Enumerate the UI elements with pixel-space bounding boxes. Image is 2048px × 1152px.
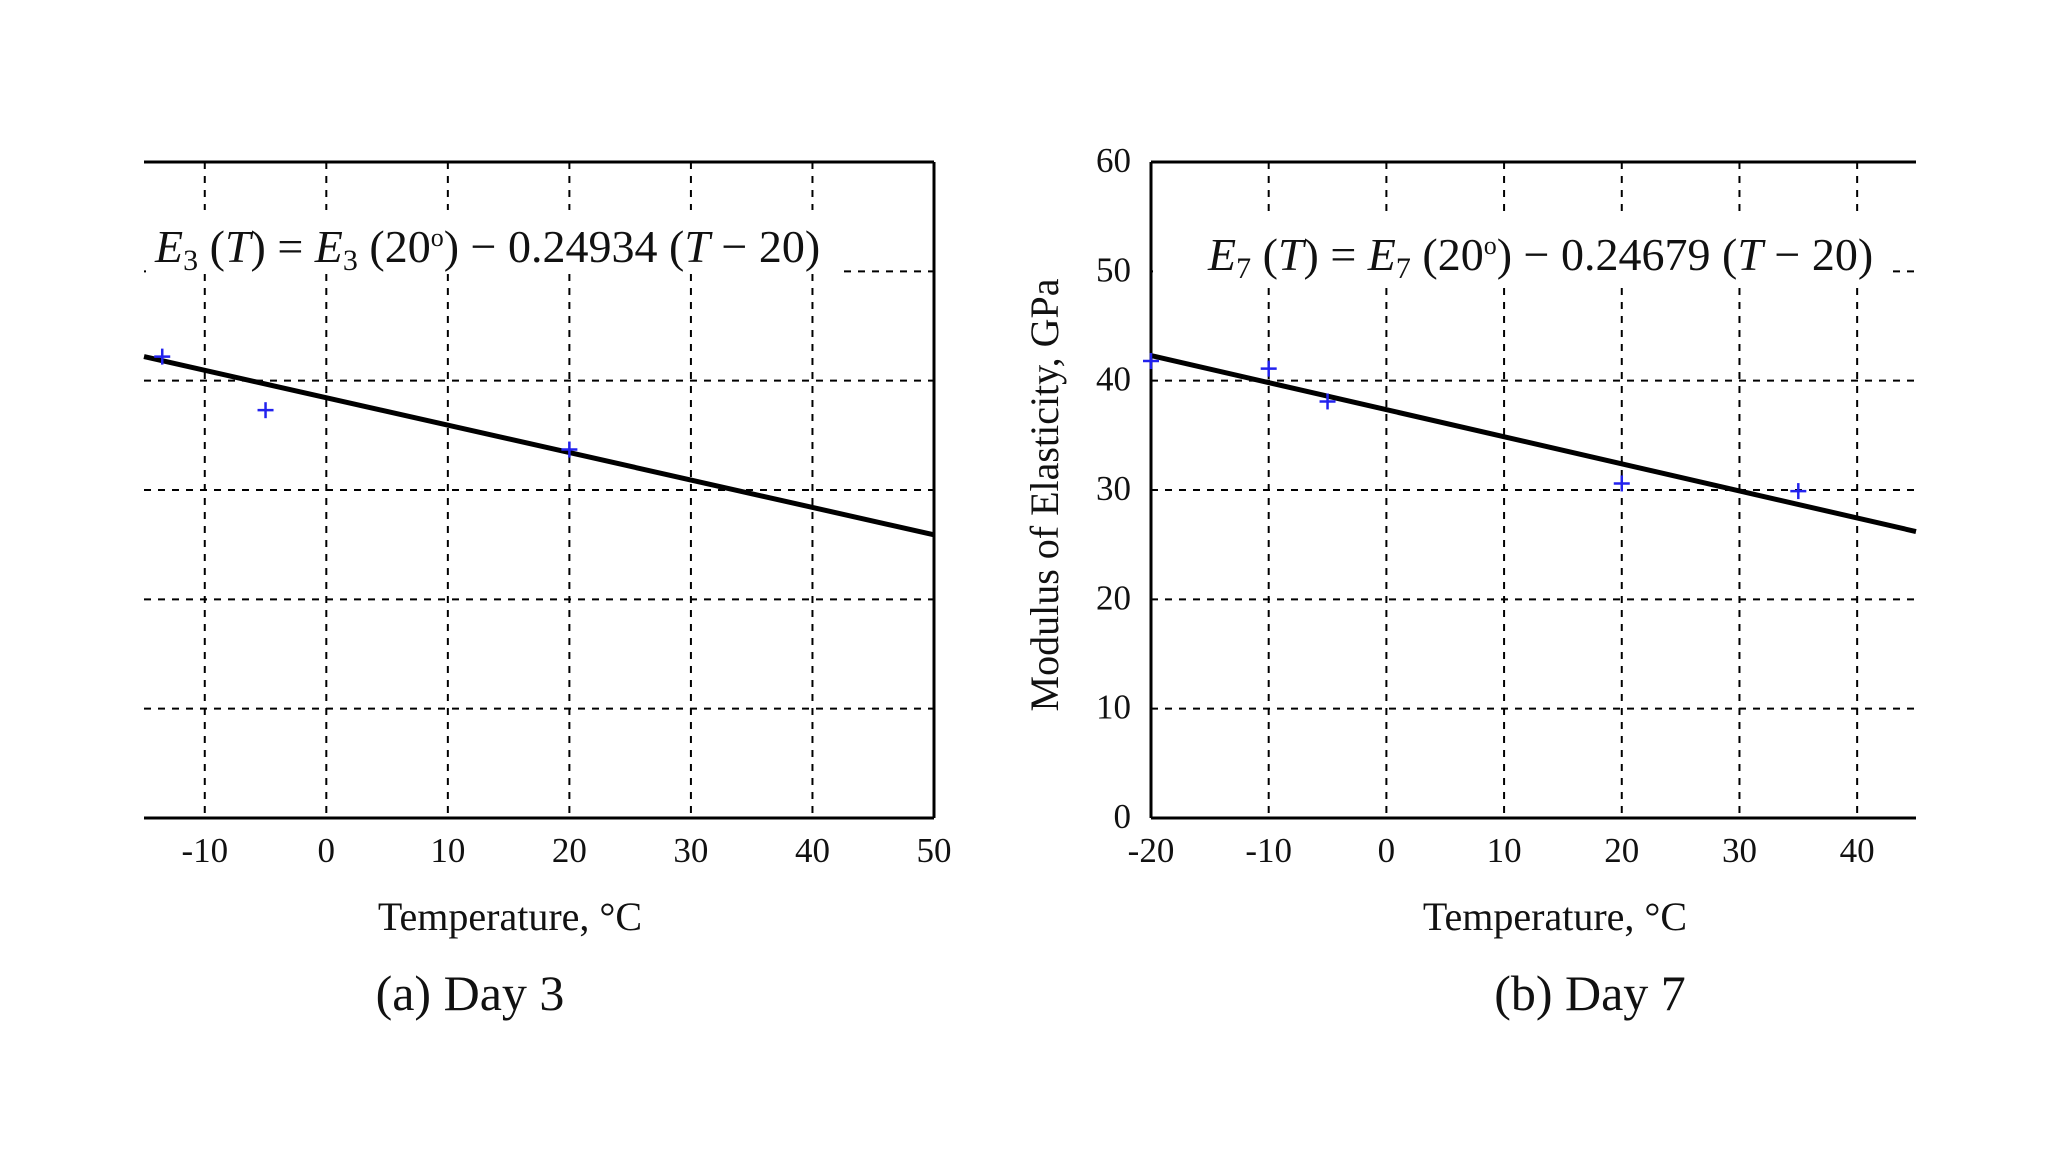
regression-equation: E7 (T) = E7 (20o) − 0.24679 (T − 20) [1207, 229, 1873, 285]
y-tick-label: 0 [1114, 797, 1132, 836]
x-tick-label: 30 [673, 831, 708, 870]
y-axis-label: Modulus of Elasticity, GPa [1022, 278, 1067, 711]
x-tick-label: 0 [318, 831, 336, 870]
data-point [257, 402, 274, 419]
x-tick-label: 20 [1604, 831, 1639, 870]
data-point [1613, 475, 1630, 492]
x-tick-label: 30 [1722, 831, 1757, 870]
data-point [561, 441, 578, 458]
data-point [1260, 360, 1277, 377]
equation-background [146, 210, 840, 274]
x-tick-label: -10 [1245, 831, 1292, 870]
y-tick-label: 40 [1096, 360, 1131, 399]
x-tick-label: 40 [795, 831, 830, 870]
y-tick-label: 10 [1096, 688, 1131, 727]
data-point [1143, 352, 1159, 369]
x-tick-label: 10 [1487, 831, 1522, 870]
fit-line [1150, 353, 1917, 534]
x-tick-label: 50 [917, 831, 952, 870]
fit-line [143, 354, 935, 538]
panel-caption: (b) Day 7 [1494, 965, 1686, 1021]
x-tick-label: -10 [181, 831, 228, 870]
data-point [154, 348, 171, 365]
x-axis-label: Temperature, °C [378, 894, 642, 939]
x-tick-label: 20 [552, 831, 587, 870]
panel-caption: (a) Day 3 [376, 965, 565, 1021]
y-tick-label: 60 [1096, 141, 1131, 180]
x-tick-label: 10 [430, 831, 465, 870]
y-tick-label: 50 [1096, 250, 1131, 289]
regression-equation: E3 (T) = E3 (20o) − 0.24934 (T − 20) [154, 221, 820, 277]
x-tick-label: 0 [1378, 831, 1396, 870]
x-tick-label: -20 [1128, 831, 1175, 870]
equation-background [1153, 218, 1890, 282]
x-axis-label: Temperature, °C [1423, 894, 1687, 939]
y-tick-label: 20 [1096, 578, 1131, 617]
data-point [1790, 483, 1807, 500]
y-tick-label: 30 [1096, 469, 1131, 508]
x-tick-label: 40 [1840, 831, 1875, 870]
panel-day-3: -10 0 10 20 30 40 50 E3 (T) = E3 (20o) − 0.2493… [143, 160, 952, 1021]
data-point [1319, 393, 1336, 410]
panel-day-7: -20 -10 0 10 20 30 40 0 10 20 30 40 50 60 E7 (T) = E7 … [1022, 141, 1917, 1021]
